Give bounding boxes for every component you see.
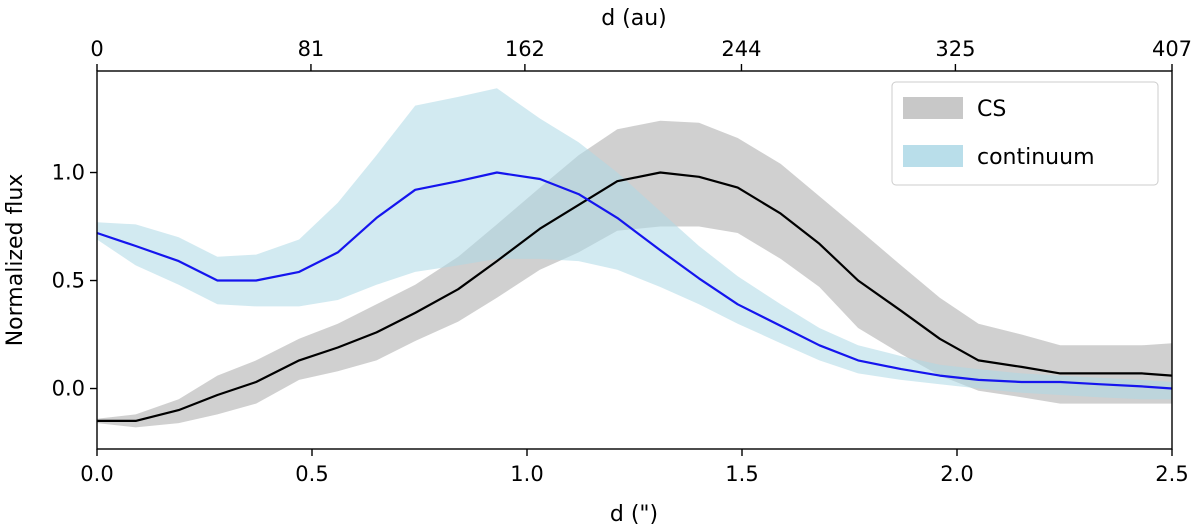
x-tick-label: 0.5 (295, 462, 328, 486)
top-tick-label: 81 (298, 37, 325, 61)
lines-layer (96, 171, 1173, 422)
y-tick-label: 1.0 (52, 161, 85, 185)
y-tick-label: 0.0 (52, 377, 85, 401)
top-tick-label: 325 (935, 37, 975, 61)
legend: CS continuum (891, 81, 1159, 186)
bands-layer (97, 88, 1172, 428)
top-x-axis-title: d (au) (601, 6, 667, 31)
x-tick-label: 2.5 (1155, 462, 1188, 486)
y-tick-label: 0.5 (52, 269, 85, 293)
top-tick-label: 0 (90, 37, 103, 61)
plot-frame (96, 70, 1173, 450)
top-tick-label: 407 (1152, 37, 1192, 61)
y-axis-title: Normalized flux (3, 174, 28, 347)
x-tick-label: 1.5 (725, 462, 758, 486)
x-tick-label: 2.0 (940, 462, 973, 486)
bottom-x-axis-ticks: 0.0 0.5 1.0 1.5 2.0 2.5 (80, 449, 1189, 486)
top-tick-label: 244 (721, 37, 761, 61)
legend-label-continuum: continuum (977, 145, 1095, 170)
band-continuum (97, 88, 1172, 400)
band-cs (97, 120, 1172, 428)
legend-label-cs: CS (977, 97, 1006, 122)
legend-swatch-continuum (903, 145, 963, 167)
line-cs (97, 171, 1173, 422)
legend-swatch-cs (903, 97, 963, 119)
x-axis-title: d (") (610, 502, 658, 525)
x-tick-label: 1.0 (510, 462, 543, 486)
y-axis-ticks: 0.0 0.5 1.0 (52, 161, 97, 401)
line-continuum (96, 171, 1173, 390)
top-x-axis-ticks: 0 81 162 244 325 407 (90, 37, 1192, 71)
x-tick-label: 0.0 (80, 462, 113, 486)
top-tick-label: 162 (505, 37, 545, 61)
